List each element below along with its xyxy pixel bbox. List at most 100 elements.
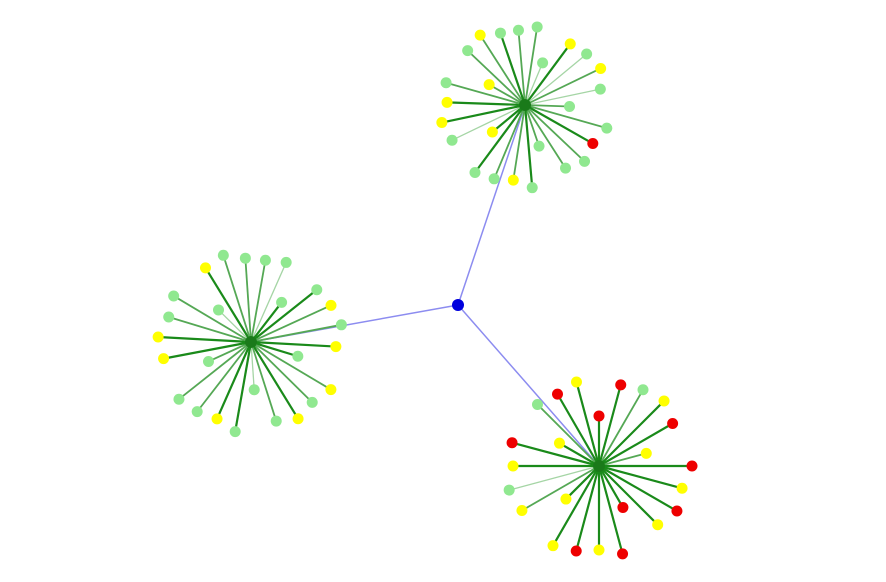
spoke-link [250, 340, 336, 348]
leaf-node[interactable] [325, 384, 337, 396]
leaf-node[interactable] [306, 396, 318, 408]
leaf-node[interactable] [581, 48, 593, 60]
leaf-node[interactable] [553, 437, 565, 449]
spoke-link [250, 341, 300, 420]
leaf-node[interactable] [570, 545, 582, 557]
leaf-node[interactable] [615, 379, 627, 391]
leaf-node[interactable] [667, 418, 679, 429]
leaf-node[interactable] [462, 45, 474, 57]
spoke-link [517, 30, 526, 106]
leaf-node[interactable] [469, 166, 481, 178]
hub-node-left[interactable] [245, 336, 257, 348]
leaf-node[interactable] [637, 384, 649, 396]
leaf-node[interactable] [446, 134, 458, 146]
leaf-node[interactable] [503, 484, 515, 496]
leaf-node[interactable] [330, 341, 342, 353]
spoke-link [536, 403, 600, 467]
spoke-link [250, 341, 332, 391]
spoke-link [447, 101, 526, 107]
leaf-node[interactable] [506, 437, 518, 449]
leaf-node[interactable] [531, 21, 543, 33]
leaf-node[interactable] [547, 540, 559, 552]
leaf-node[interactable] [292, 413, 304, 425]
leaf-node[interactable] [488, 173, 500, 185]
leaf-node[interactable] [270, 415, 282, 427]
leaf-node[interactable] [229, 426, 241, 438]
leaf-node[interactable] [292, 350, 304, 362]
leaf-node[interactable] [152, 331, 164, 343]
leaf-node[interactable] [658, 395, 670, 407]
spoke-link [479, 34, 526, 106]
leaf-node[interactable] [441, 96, 453, 108]
leaf-node[interactable] [564, 100, 576, 112]
spoke-link [511, 441, 600, 468]
leaf-node[interactable] [191, 406, 203, 418]
leaf-node[interactable] [483, 79, 495, 91]
spoke-link [491, 104, 526, 133]
leaf-node[interactable] [552, 388, 563, 400]
leaf-node[interactable] [537, 57, 549, 69]
leaf-node[interactable] [652, 519, 664, 531]
root-node[interactable] [452, 299, 464, 311]
leaf-node[interactable] [595, 62, 607, 74]
leaf-node[interactable] [213, 304, 225, 316]
leaf-node[interactable] [507, 460, 519, 472]
leaf-node[interactable] [686, 460, 698, 472]
spoke-link [509, 465, 600, 491]
leaf-node[interactable] [280, 256, 292, 268]
leaf-node[interactable] [474, 29, 486, 41]
leaf-node[interactable] [640, 447, 652, 459]
leaf-node[interactable] [560, 162, 572, 174]
leaf-node[interactable] [173, 393, 185, 405]
leaf-node[interactable] [335, 319, 347, 331]
leaf-node[interactable] [617, 501, 629, 513]
leaf-node[interactable] [516, 505, 528, 516]
spoke-link [499, 32, 527, 106]
leaf-node[interactable] [531, 398, 543, 410]
spoke-link [556, 393, 600, 467]
spoke-link [524, 43, 572, 106]
leaf-node[interactable] [570, 376, 582, 388]
leaf-node[interactable] [325, 299, 337, 311]
leaf-node[interactable] [494, 27, 506, 39]
leaf-node[interactable] [526, 182, 538, 194]
leaf-node[interactable] [593, 410, 605, 422]
leaf-node[interactable] [601, 122, 613, 134]
leaf-node[interactable] [199, 262, 211, 274]
leaf-node[interactable] [560, 493, 572, 505]
leaf-node[interactable] [440, 77, 452, 89]
leaf-node[interactable] [211, 413, 223, 425]
leaf-node[interactable] [486, 126, 498, 138]
leaf-node[interactable] [163, 311, 175, 323]
leaf-node[interactable] [512, 24, 524, 36]
leaf-node[interactable] [276, 296, 288, 308]
leaf-node[interactable] [564, 38, 576, 50]
leaf-node[interactable] [676, 482, 688, 494]
leaf-node[interactable] [168, 290, 180, 302]
leaf-node[interactable] [248, 384, 260, 396]
leaf-node[interactable] [594, 83, 606, 95]
leaf-node[interactable] [202, 355, 214, 367]
leaf-node[interactable] [259, 254, 271, 266]
spoke-link [216, 341, 253, 420]
leaf-node[interactable] [593, 544, 605, 556]
spoke-link [250, 341, 278, 422]
hub-node-bottom-right[interactable] [593, 460, 605, 472]
leaf-node[interactable] [158, 353, 170, 365]
spoke-link [250, 341, 255, 390]
hub-node-top[interactable] [519, 99, 531, 111]
leaf-node[interactable] [579, 155, 591, 167]
spoke-link [575, 465, 601, 552]
leaf-node[interactable] [217, 249, 229, 261]
leaf-node[interactable] [239, 252, 251, 264]
leaf-node[interactable] [617, 548, 629, 560]
leaf-node[interactable] [436, 117, 448, 129]
leaf-node[interactable] [507, 174, 519, 186]
spoke-link [168, 316, 252, 343]
leaf-node[interactable] [533, 140, 545, 152]
leaf-node[interactable] [587, 138, 599, 150]
leaf-node[interactable] [671, 505, 683, 517]
spoke-link [524, 67, 602, 106]
spoke-link [222, 255, 252, 343]
leaf-node[interactable] [311, 284, 323, 296]
